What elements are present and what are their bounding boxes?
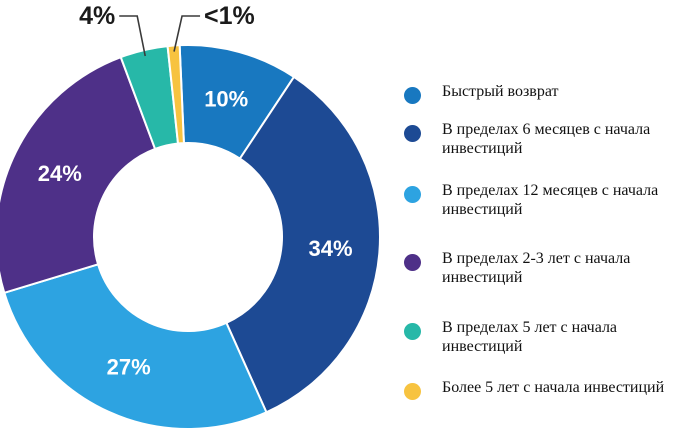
legend-label: Более 5 лет с начала инвестиций	[442, 379, 665, 396]
leader-line-over-5-years	[173, 15, 201, 52]
legend-swatch	[404, 383, 421, 400]
slice-label-within-2-3-years: 24%	[38, 161, 82, 186]
slice-label-over-5-years: <1%	[204, 2, 255, 30]
slice-label-within-6-months: 34%	[308, 236, 352, 261]
slice-label-within-5-years: 4%	[79, 2, 115, 30]
legend-label: В пределах 6 месяцев с начала инвестиций	[442, 121, 651, 157]
leader-lines	[119, 15, 201, 57]
legend-swatch	[404, 254, 421, 271]
legend-label: Быстрый возврат	[442, 83, 559, 100]
legend-swatch	[404, 125, 421, 142]
legend-swatch	[404, 323, 421, 340]
leader-line-within-5-years	[119, 15, 146, 57]
legend-label: В пределах 2-3 лет с начала инвестиций	[442, 250, 631, 286]
donut-slices	[0, 44, 381, 430]
slice-within-12-months	[3, 263, 268, 430]
donut-chart: 10% 34% 27% 24% 4% <1%	[0, 2, 381, 430]
slice-over-5-years	[166, 44, 185, 145]
legend-label: В пределах 12 месяцев с начала инвестици…	[442, 182, 659, 218]
slice-labels: 10% 34% 27% 24% 4% <1%	[38, 2, 353, 380]
legend-label: В пределах 5 лет с начала инвестиций	[442, 319, 618, 355]
legend-swatch	[404, 186, 421, 203]
slice-within-2-3-years	[0, 55, 157, 295]
slice-within-6-months	[225, 75, 381, 414]
legend-swatch	[404, 87, 421, 104]
slice-label-within-12-months: 27%	[107, 355, 151, 380]
slice-label-quick-return: 10%	[204, 87, 248, 112]
